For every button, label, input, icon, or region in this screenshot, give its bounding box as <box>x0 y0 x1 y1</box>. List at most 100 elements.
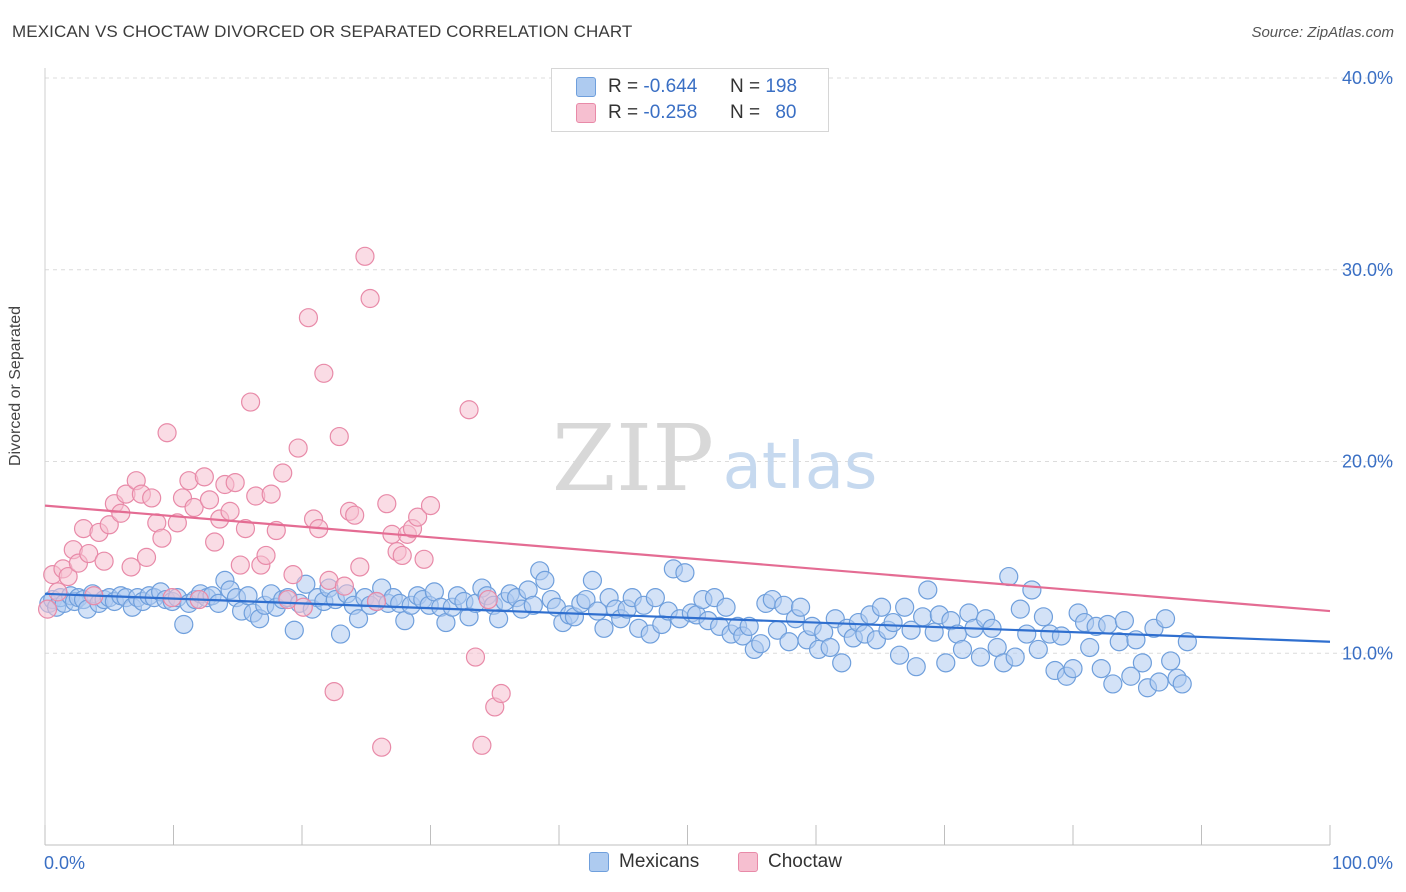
choctaw-point <box>360 288 380 309</box>
mexicans-point <box>1161 651 1181 671</box>
choctaw-point <box>472 735 492 755</box>
choctaw-point <box>152 528 172 548</box>
mexicans-point <box>739 616 759 637</box>
mexicans-point <box>576 589 596 610</box>
mexicans-point <box>296 574 316 594</box>
watermark: ZIP atlas <box>552 405 877 512</box>
mexicans-point <box>675 563 695 583</box>
choctaw-point <box>194 467 214 487</box>
choctaw-point <box>350 557 370 577</box>
legend-r-label: R = <box>608 102 639 123</box>
mexicans-point <box>645 588 665 608</box>
choctaw-point <box>334 576 355 596</box>
choctaw-point <box>392 545 412 566</box>
choctaw-point <box>283 565 303 585</box>
tick-labels: 10.0% 20.0% 30.0% 40.0% 0.0% 100.0% <box>44 68 1393 873</box>
choctaw-point <box>314 363 334 383</box>
choctaw-point <box>256 545 276 566</box>
mexicans-point <box>970 647 991 667</box>
mexicans-point <box>1109 632 1129 652</box>
choctaw-point <box>261 484 281 504</box>
choctaw-point <box>420 496 441 516</box>
mexicans-point <box>1121 666 1141 686</box>
choctaw-point <box>58 566 78 587</box>
choctaw-point <box>225 472 245 493</box>
choctaw-point <box>199 490 220 510</box>
choctaw-point <box>94 551 114 571</box>
mexicans-point <box>284 620 304 640</box>
choctaw-point <box>220 501 240 521</box>
choctaw-point <box>37 599 58 619</box>
choctaw-point <box>408 507 428 527</box>
choctaw-point <box>48 582 68 602</box>
mexicans-point <box>751 634 771 654</box>
mexicans-point <box>906 657 926 677</box>
legend-n-value: 80 <box>775 102 797 123</box>
mexicans-point <box>936 653 956 673</box>
legend-item-mexicans[interactable]: Mexicans <box>589 851 699 873</box>
choctaw-point <box>459 400 479 420</box>
choctaw-point <box>377 494 397 514</box>
axes <box>44 68 1331 846</box>
y-tick-label: 40.0% <box>1342 68 1393 88</box>
choctaw-point <box>205 532 225 552</box>
y-tick-label: 20.0% <box>1342 452 1393 472</box>
mexicans-point <box>348 609 369 629</box>
choctaw-point <box>136 547 157 567</box>
mexicans-point <box>1132 653 1152 673</box>
choctaw-point <box>230 555 250 575</box>
mexicans-point <box>208 593 229 613</box>
legend-swatch-blue <box>576 77 596 97</box>
mexicans-point <box>1063 658 1083 679</box>
mexicans-point <box>1028 639 1048 660</box>
watermark-zip: ZIP <box>552 405 714 512</box>
mexicans-point <box>1098 614 1118 635</box>
mexicans-point <box>832 653 852 673</box>
choctaw-point <box>345 505 365 525</box>
mexicans-point <box>1091 658 1111 679</box>
choctaw-trend-line <box>44 504 1331 613</box>
mexicans-point <box>535 570 555 590</box>
legend-swatch-pink <box>576 103 596 123</box>
choctaw-point <box>293 597 313 617</box>
choctaw-point <box>478 589 498 610</box>
x-tick-label: 100.0% <box>1332 853 1393 873</box>
choctaw-point <box>241 392 261 412</box>
legend-n-label: N = <box>729 102 761 123</box>
legend-r-value: -0.258 <box>643 102 698 123</box>
choctaw-point <box>142 488 162 508</box>
choctaw-point <box>329 426 349 447</box>
legend-swatch-pink <box>738 852 758 872</box>
choctaw-point <box>491 683 511 704</box>
mexicans-point <box>952 639 973 660</box>
choctaw-point <box>235 519 256 539</box>
mexicans-point <box>1172 674 1192 694</box>
source-label: Source: ZipAtlas.com <box>1251 24 1394 41</box>
legend-r-value: -0.644 <box>643 76 698 97</box>
choctaw-point <box>366 591 387 612</box>
watermark-atlas: atlas <box>723 430 878 504</box>
mexicans-point <box>820 637 840 658</box>
mexicans-point <box>1022 580 1042 600</box>
mexicans-point <box>895 597 915 617</box>
legend-n-label: N = <box>729 76 761 97</box>
choctaw-point <box>355 246 375 266</box>
mexicans-point <box>913 607 933 627</box>
choctaw-point <box>157 423 177 443</box>
mexicans-point <box>999 566 1019 587</box>
mexicans-point <box>1005 647 1025 667</box>
mexicans-point <box>1017 624 1037 644</box>
mexicans-point <box>594 618 614 638</box>
legend-swatch-blue <box>589 852 609 872</box>
legend-item-choctaw[interactable]: Choctaw <box>738 851 842 873</box>
choctaw-points <box>37 246 511 757</box>
mexicans-point <box>582 570 603 590</box>
legend-r-label: R = <box>608 76 639 97</box>
choctaw-point <box>298 308 319 328</box>
mexicans-point <box>918 580 938 600</box>
mexicans-point <box>174 614 194 635</box>
chart-title: MEXICAN VS CHOCTAW DIVORCED OR SEPARATED… <box>12 22 633 41</box>
x-tick-label: 0.0% <box>44 853 85 873</box>
legend-row-mexicans: R = -0.644 N = 198 <box>576 75 797 99</box>
